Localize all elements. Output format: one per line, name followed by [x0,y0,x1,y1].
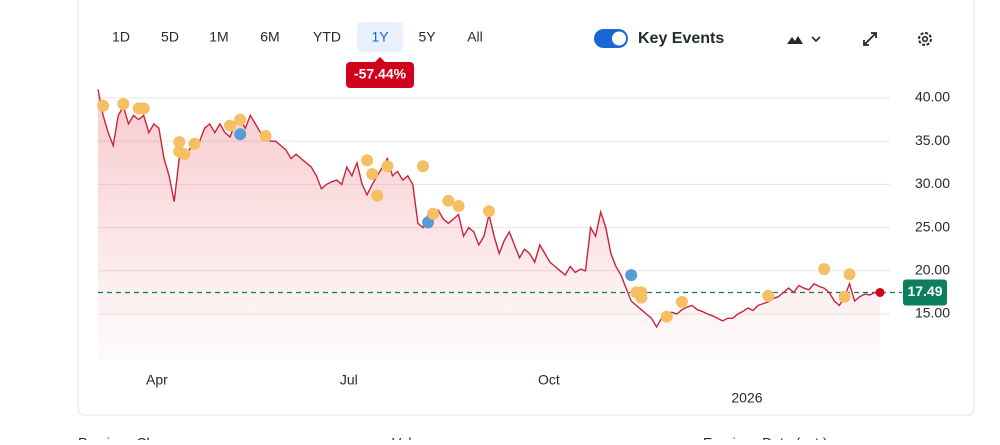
chart-type-button[interactable] [787,36,821,44]
stat-label: Earnings Date (est.) [703,435,828,440]
key-event[interactable] [234,128,247,141]
stat-label: Volume [392,435,439,440]
fullscreen-button[interactable] [863,32,877,46]
key-event[interactable] [442,194,455,207]
key-event[interactable] [381,160,394,173]
key-event[interactable] [224,119,237,132]
key-event[interactable] [188,137,201,150]
change-badge-bg [346,62,414,88]
y-tick-label: 30.00 [915,175,950,191]
y-tick-label: 35.00 [915,132,950,148]
expand-icon [863,32,877,46]
key-event[interactable] [422,216,435,229]
badge-pointer [375,57,385,62]
key-event[interactable] [675,295,688,308]
key-event[interactable] [762,289,775,302]
key-event[interactable] [416,160,429,173]
change-badge: -57.44% [354,66,407,82]
y-tick-label: 20.00 [915,262,950,278]
key-event[interactable] [366,168,379,181]
stat-label: Previous Close [78,435,172,440]
y-tick-label: 40.00 [915,89,950,105]
key-event[interactable] [483,205,495,218]
key-events-label: Key Events [638,30,724,47]
key-events-toggle[interactable] [594,29,628,48]
last-point [875,287,885,297]
range-button[interactable]: 1Y [371,29,389,45]
key-event[interactable] [818,263,831,276]
selected-range-bg [357,22,403,52]
y-tick-label: 25.00 [915,218,950,234]
current-price-label: 17.49 [907,283,942,299]
mountain-icon [787,36,803,44]
key-event[interactable] [137,102,150,115]
key-event[interactable] [234,113,247,126]
key-event[interactable] [361,154,374,167]
key-event[interactable] [838,290,851,303]
x-tick-label: Jul [340,372,358,388]
chevron-icon [811,36,821,43]
key-event[interactable] [259,130,272,143]
key-event[interactable] [427,207,440,220]
y-tick-label: 15.00 [915,305,950,321]
key-event[interactable] [178,148,191,161]
range-button[interactable]: 1M [209,29,228,45]
key-event[interactable] [173,136,186,149]
key-event[interactable] [117,98,130,111]
settings-button[interactable] [918,32,932,46]
range-button[interactable]: YTD [313,29,341,45]
key-event[interactable] [452,200,465,212]
key-event[interactable] [97,99,110,112]
x-tick-label: Oct [538,372,560,388]
key-event[interactable] [635,286,648,299]
range-button[interactable]: 6M [260,29,279,45]
key-event[interactable] [625,269,638,282]
range-button[interactable]: 1D [112,29,130,45]
range-button[interactable]: All [467,29,483,45]
gear-inner [921,35,929,43]
range-button[interactable]: 5D [161,29,179,45]
toggle-knob [612,31,626,46]
gear-outer [918,32,932,46]
key-event[interactable] [843,268,856,281]
x-tick-label: 2026 [731,390,762,406]
x-tick-label: Apr [146,372,168,388]
key-event[interactable] [660,310,673,323]
current-price-bg [903,279,947,306]
range-button[interactable]: 5Y [418,29,436,45]
key-event[interactable] [371,189,384,202]
